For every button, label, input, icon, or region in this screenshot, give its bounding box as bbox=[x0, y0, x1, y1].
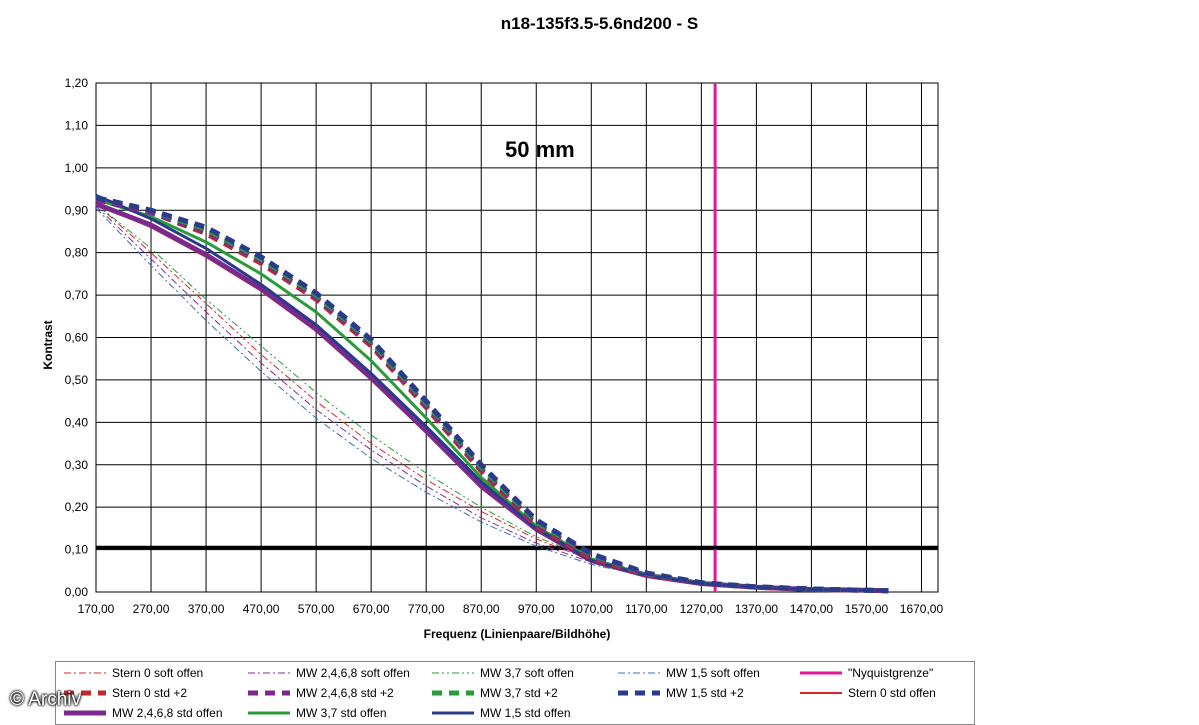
y-tick-label: 0,90 bbox=[65, 203, 89, 217]
y-tick-label: 0,60 bbox=[65, 331, 89, 345]
y-tick-label: 0,30 bbox=[65, 458, 89, 472]
x-tick-label: 970,00 bbox=[518, 602, 555, 616]
legend-swatch bbox=[618, 690, 660, 696]
legend-swatch bbox=[64, 710, 106, 716]
x-tick-label: 270,00 bbox=[133, 602, 170, 616]
y-tick-label: 0,10 bbox=[65, 543, 89, 557]
legend-item: MW 3,7 soft offen bbox=[430, 664, 574, 682]
focal-length-annotation: 50 mm bbox=[505, 137, 575, 162]
x-tick-label: 1570,00 bbox=[845, 602, 889, 616]
x-tick-label: 670,00 bbox=[353, 602, 390, 616]
legend-swatch bbox=[432, 711, 474, 715]
legend-item: MW 3,7 std +2 bbox=[430, 684, 558, 702]
y-tick-label: 1,00 bbox=[65, 161, 89, 175]
series-layer bbox=[95, 194, 889, 594]
legend-label: Stern 0 soft offen bbox=[112, 666, 204, 680]
x-tick-label: 1170,00 bbox=[625, 602, 668, 616]
legend-label: Stern 0 std offen bbox=[848, 686, 936, 700]
y-tick-label: 0,80 bbox=[65, 246, 89, 260]
legend-swatch bbox=[248, 690, 290, 696]
legend-label: MW 2,4,6,8 soft offen bbox=[296, 666, 410, 680]
x-tick-label: 870,00 bbox=[463, 602, 500, 616]
x-tick-label: 1670,00 bbox=[900, 602, 944, 616]
legend-swatch bbox=[800, 671, 842, 675]
legend-swatch bbox=[432, 690, 474, 696]
legend: Stern 0 soft offen MW 2,4,6,8 soft offen M… bbox=[55, 661, 975, 725]
legend-label: MW 3,7 std +2 bbox=[480, 686, 558, 700]
legend-item: MW 2,4,6,8 std offen bbox=[62, 704, 223, 722]
legend-swatch bbox=[800, 692, 842, 694]
legend-item: MW 2,4,6,8 soft offen bbox=[246, 664, 410, 682]
y-tick-label: 1,20 bbox=[65, 76, 89, 90]
y-tick-label: 0,50 bbox=[65, 373, 89, 387]
legend-label: MW 2,4,6,8 std offen bbox=[112, 706, 223, 720]
legend-item: "Nyquistgrenze" bbox=[798, 664, 933, 682]
x-tick-label: 570,00 bbox=[298, 602, 335, 616]
reference-lines bbox=[96, 83, 938, 592]
watermark: © Archiv bbox=[10, 689, 82, 710]
legend-swatch bbox=[248, 672, 290, 674]
x-tick-label: 1470,00 bbox=[790, 602, 834, 616]
tick-labels: 170,00 270,00 370,00 470,00 570,00 670,00 770,… bbox=[65, 76, 944, 616]
legend-label: MW 3,7 std offen bbox=[296, 706, 387, 720]
legend-swatch bbox=[432, 672, 474, 674]
x-axis-label: Frequenz (Linienpaare/Bildhöhe) bbox=[423, 627, 611, 641]
series-line bbox=[95, 195, 889, 594]
legend-item: MW 1,5 soft offen bbox=[616, 664, 760, 682]
legend-label: "Nyquistgrenze" bbox=[848, 666, 934, 680]
x-tick-label: 470,00 bbox=[243, 602, 280, 616]
legend-item: Stern 0 std offen bbox=[798, 684, 936, 702]
x-tick-label: 170,00 bbox=[78, 602, 115, 616]
y-tick-label: 0,20 bbox=[65, 500, 89, 514]
legend-label: MW 1,5 std +2 bbox=[666, 686, 744, 700]
y-tick-label: 0,40 bbox=[65, 415, 89, 429]
legend-item: MW 1,5 std offen bbox=[430, 704, 571, 722]
legend-label: MW 1,5 std offen bbox=[480, 706, 571, 720]
legend-label: MW 2,4,6,8 std +2 bbox=[296, 686, 394, 700]
y-tick-label: 0,70 bbox=[65, 288, 89, 302]
legend-swatch bbox=[618, 672, 660, 674]
legend-item: Stern 0 std +2 bbox=[62, 684, 187, 702]
x-tick-label: 770,00 bbox=[408, 602, 445, 616]
series-line bbox=[95, 203, 889, 592]
x-tick-label: 1370,00 bbox=[735, 602, 779, 616]
x-tick-label: 1270,00 bbox=[680, 602, 724, 616]
y-tick-label: 1,10 bbox=[65, 118, 89, 132]
legend-swatch bbox=[64, 690, 106, 696]
legend-item: MW 2,4,6,8 std +2 bbox=[246, 684, 394, 702]
y-axis-label: Kontrast bbox=[41, 320, 55, 370]
legend-label: MW 1,5 soft offen bbox=[666, 666, 760, 680]
y-tick-label: 0,00 bbox=[65, 585, 89, 599]
x-tick-label: 370,00 bbox=[188, 602, 225, 616]
legend-item: MW 3,7 std offen bbox=[246, 704, 387, 722]
legend-label: MW 3,7 soft offen bbox=[480, 666, 574, 680]
x-tick-label: 1070,00 bbox=[570, 602, 614, 616]
chart-title: n18-135f3.5-5.6nd200 - S bbox=[500, 14, 699, 33]
legend-item: MW 1,5 std +2 bbox=[616, 684, 744, 702]
legend-label: Stern 0 std +2 bbox=[112, 686, 188, 700]
legend-item: Stern 0 soft offen bbox=[62, 664, 203, 682]
legend-swatch bbox=[248, 711, 290, 715]
legend-swatch bbox=[64, 672, 106, 674]
